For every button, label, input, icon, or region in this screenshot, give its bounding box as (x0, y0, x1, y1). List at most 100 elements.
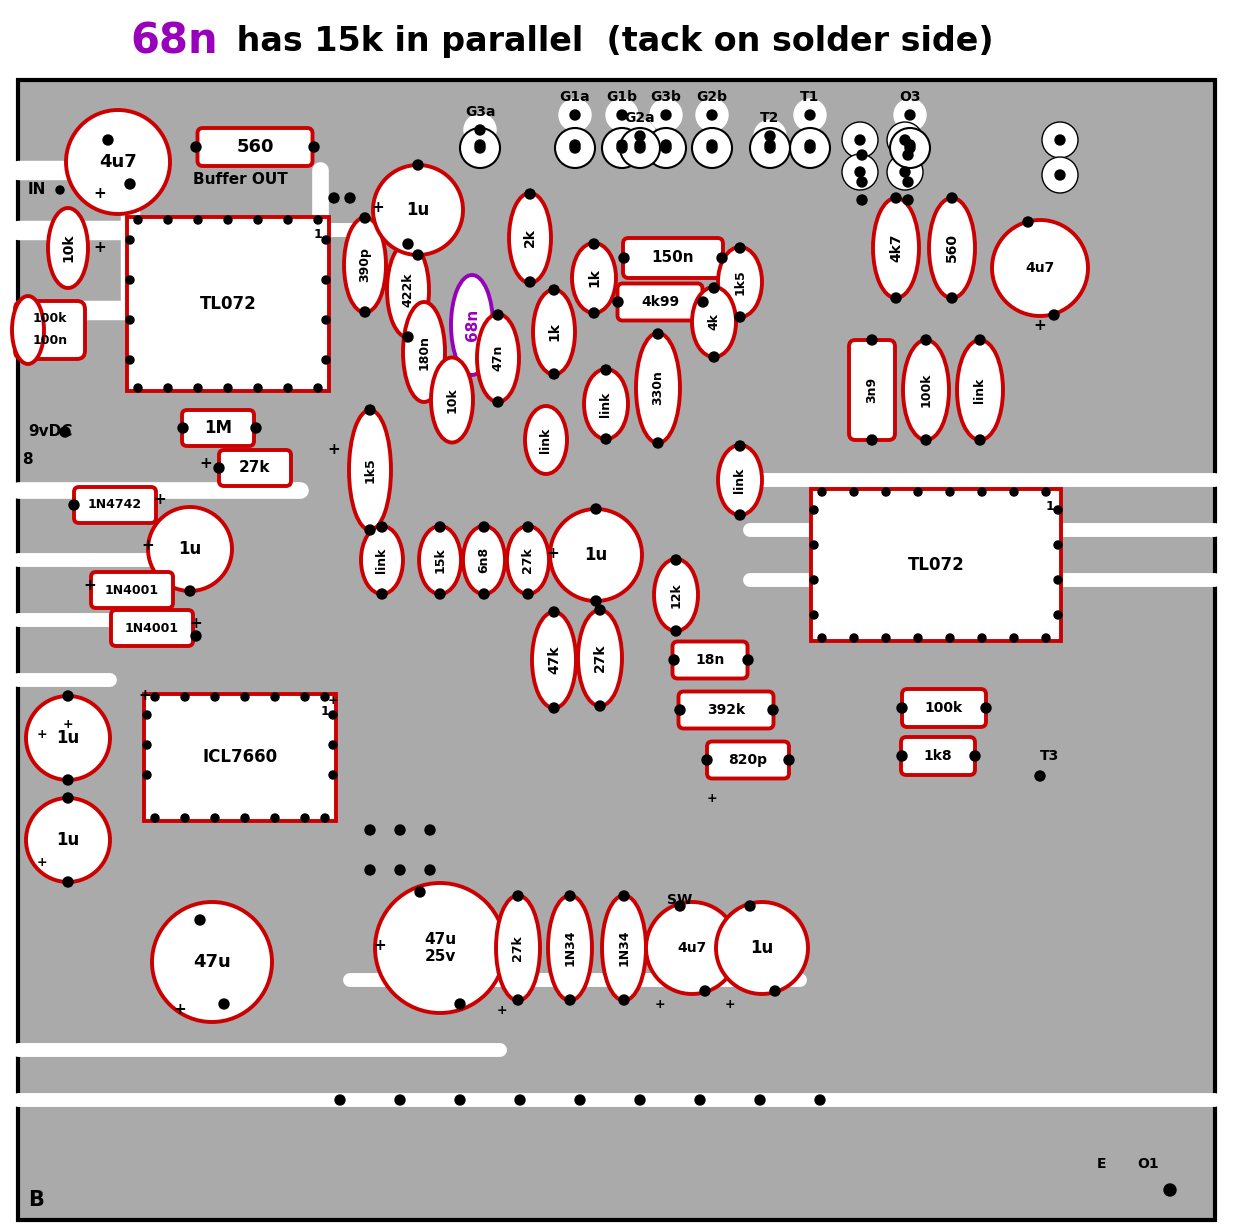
Circle shape (395, 825, 404, 834)
Circle shape (322, 316, 330, 324)
Circle shape (635, 140, 645, 150)
Circle shape (211, 814, 219, 822)
Text: has 15k in parallel  (tack on solder side): has 15k in parallel (tack on solder side… (224, 26, 994, 59)
Circle shape (764, 143, 776, 152)
Circle shape (903, 177, 912, 187)
Circle shape (252, 423, 261, 433)
Text: 100k: 100k (920, 372, 932, 407)
Circle shape (890, 128, 930, 168)
Circle shape (254, 383, 261, 392)
Circle shape (365, 525, 375, 535)
Circle shape (589, 308, 599, 318)
Circle shape (403, 238, 413, 249)
Text: 27k: 27k (239, 461, 271, 476)
Circle shape (549, 703, 559, 713)
Circle shape (698, 297, 708, 307)
Circle shape (1023, 218, 1033, 227)
Text: +: + (94, 241, 106, 256)
Circle shape (810, 611, 817, 619)
Circle shape (707, 140, 718, 150)
Circle shape (523, 522, 533, 532)
Circle shape (671, 556, 681, 565)
Text: 47n: 47n (492, 345, 504, 371)
Text: G3a: G3a (465, 104, 496, 119)
Circle shape (900, 167, 910, 177)
Text: 100k: 100k (925, 701, 963, 715)
Circle shape (475, 143, 485, 152)
Circle shape (413, 249, 423, 261)
Text: 1N34: 1N34 (563, 930, 577, 966)
Circle shape (211, 693, 219, 701)
Circle shape (455, 999, 465, 1009)
Circle shape (63, 775, 73, 785)
Ellipse shape (344, 218, 386, 312)
Circle shape (600, 365, 612, 375)
Circle shape (613, 297, 623, 307)
Circle shape (707, 143, 718, 152)
Text: 47k: 47k (547, 645, 561, 675)
Ellipse shape (873, 198, 919, 297)
Circle shape (946, 488, 954, 497)
Circle shape (549, 369, 559, 379)
Text: +: + (371, 199, 385, 215)
Text: 6n8: 6n8 (477, 547, 491, 573)
Text: 100n: 100n (32, 333, 68, 347)
Text: +: + (1033, 317, 1047, 333)
Text: 27k: 27k (512, 935, 524, 961)
Circle shape (735, 243, 745, 253)
Circle shape (805, 140, 815, 150)
Ellipse shape (451, 275, 493, 375)
Circle shape (947, 193, 957, 203)
Text: 1N34: 1N34 (618, 930, 630, 966)
Circle shape (26, 696, 110, 780)
Circle shape (464, 114, 496, 146)
Ellipse shape (718, 445, 762, 515)
Circle shape (805, 143, 815, 152)
Circle shape (1010, 634, 1018, 642)
Circle shape (284, 383, 292, 392)
Circle shape (240, 693, 249, 701)
Text: link: link (974, 377, 986, 403)
Text: 1N4742: 1N4742 (88, 499, 142, 511)
Circle shape (903, 150, 912, 160)
Ellipse shape (349, 410, 391, 530)
Circle shape (769, 986, 780, 995)
Circle shape (26, 798, 110, 882)
Circle shape (921, 336, 931, 345)
Circle shape (215, 463, 224, 473)
Circle shape (810, 541, 817, 549)
Circle shape (515, 1095, 525, 1105)
Ellipse shape (653, 559, 698, 630)
Circle shape (970, 751, 980, 761)
Circle shape (194, 216, 202, 224)
Text: 47u
25v: 47u 25v (424, 932, 456, 965)
Text: +: + (497, 1004, 507, 1016)
FancyBboxPatch shape (74, 487, 157, 524)
Circle shape (194, 383, 202, 392)
Circle shape (67, 111, 170, 214)
Circle shape (735, 441, 745, 451)
Circle shape (254, 216, 261, 224)
Circle shape (905, 140, 915, 150)
Text: 1u: 1u (179, 540, 202, 558)
Ellipse shape (928, 198, 975, 297)
Circle shape (707, 111, 718, 120)
Circle shape (947, 293, 957, 304)
Ellipse shape (903, 340, 949, 440)
Circle shape (329, 741, 337, 748)
Circle shape (271, 814, 279, 822)
Circle shape (322, 356, 330, 364)
Circle shape (718, 253, 727, 263)
Ellipse shape (464, 526, 506, 594)
Text: 1k8: 1k8 (924, 748, 952, 763)
Circle shape (887, 122, 924, 159)
Ellipse shape (507, 526, 549, 594)
Circle shape (1042, 488, 1051, 497)
Circle shape (565, 891, 575, 901)
Text: G1a: G1a (560, 90, 591, 104)
Text: 330n: 330n (651, 371, 665, 406)
Circle shape (335, 1095, 345, 1105)
Circle shape (314, 383, 322, 392)
Circle shape (493, 310, 503, 320)
Circle shape (143, 741, 150, 748)
